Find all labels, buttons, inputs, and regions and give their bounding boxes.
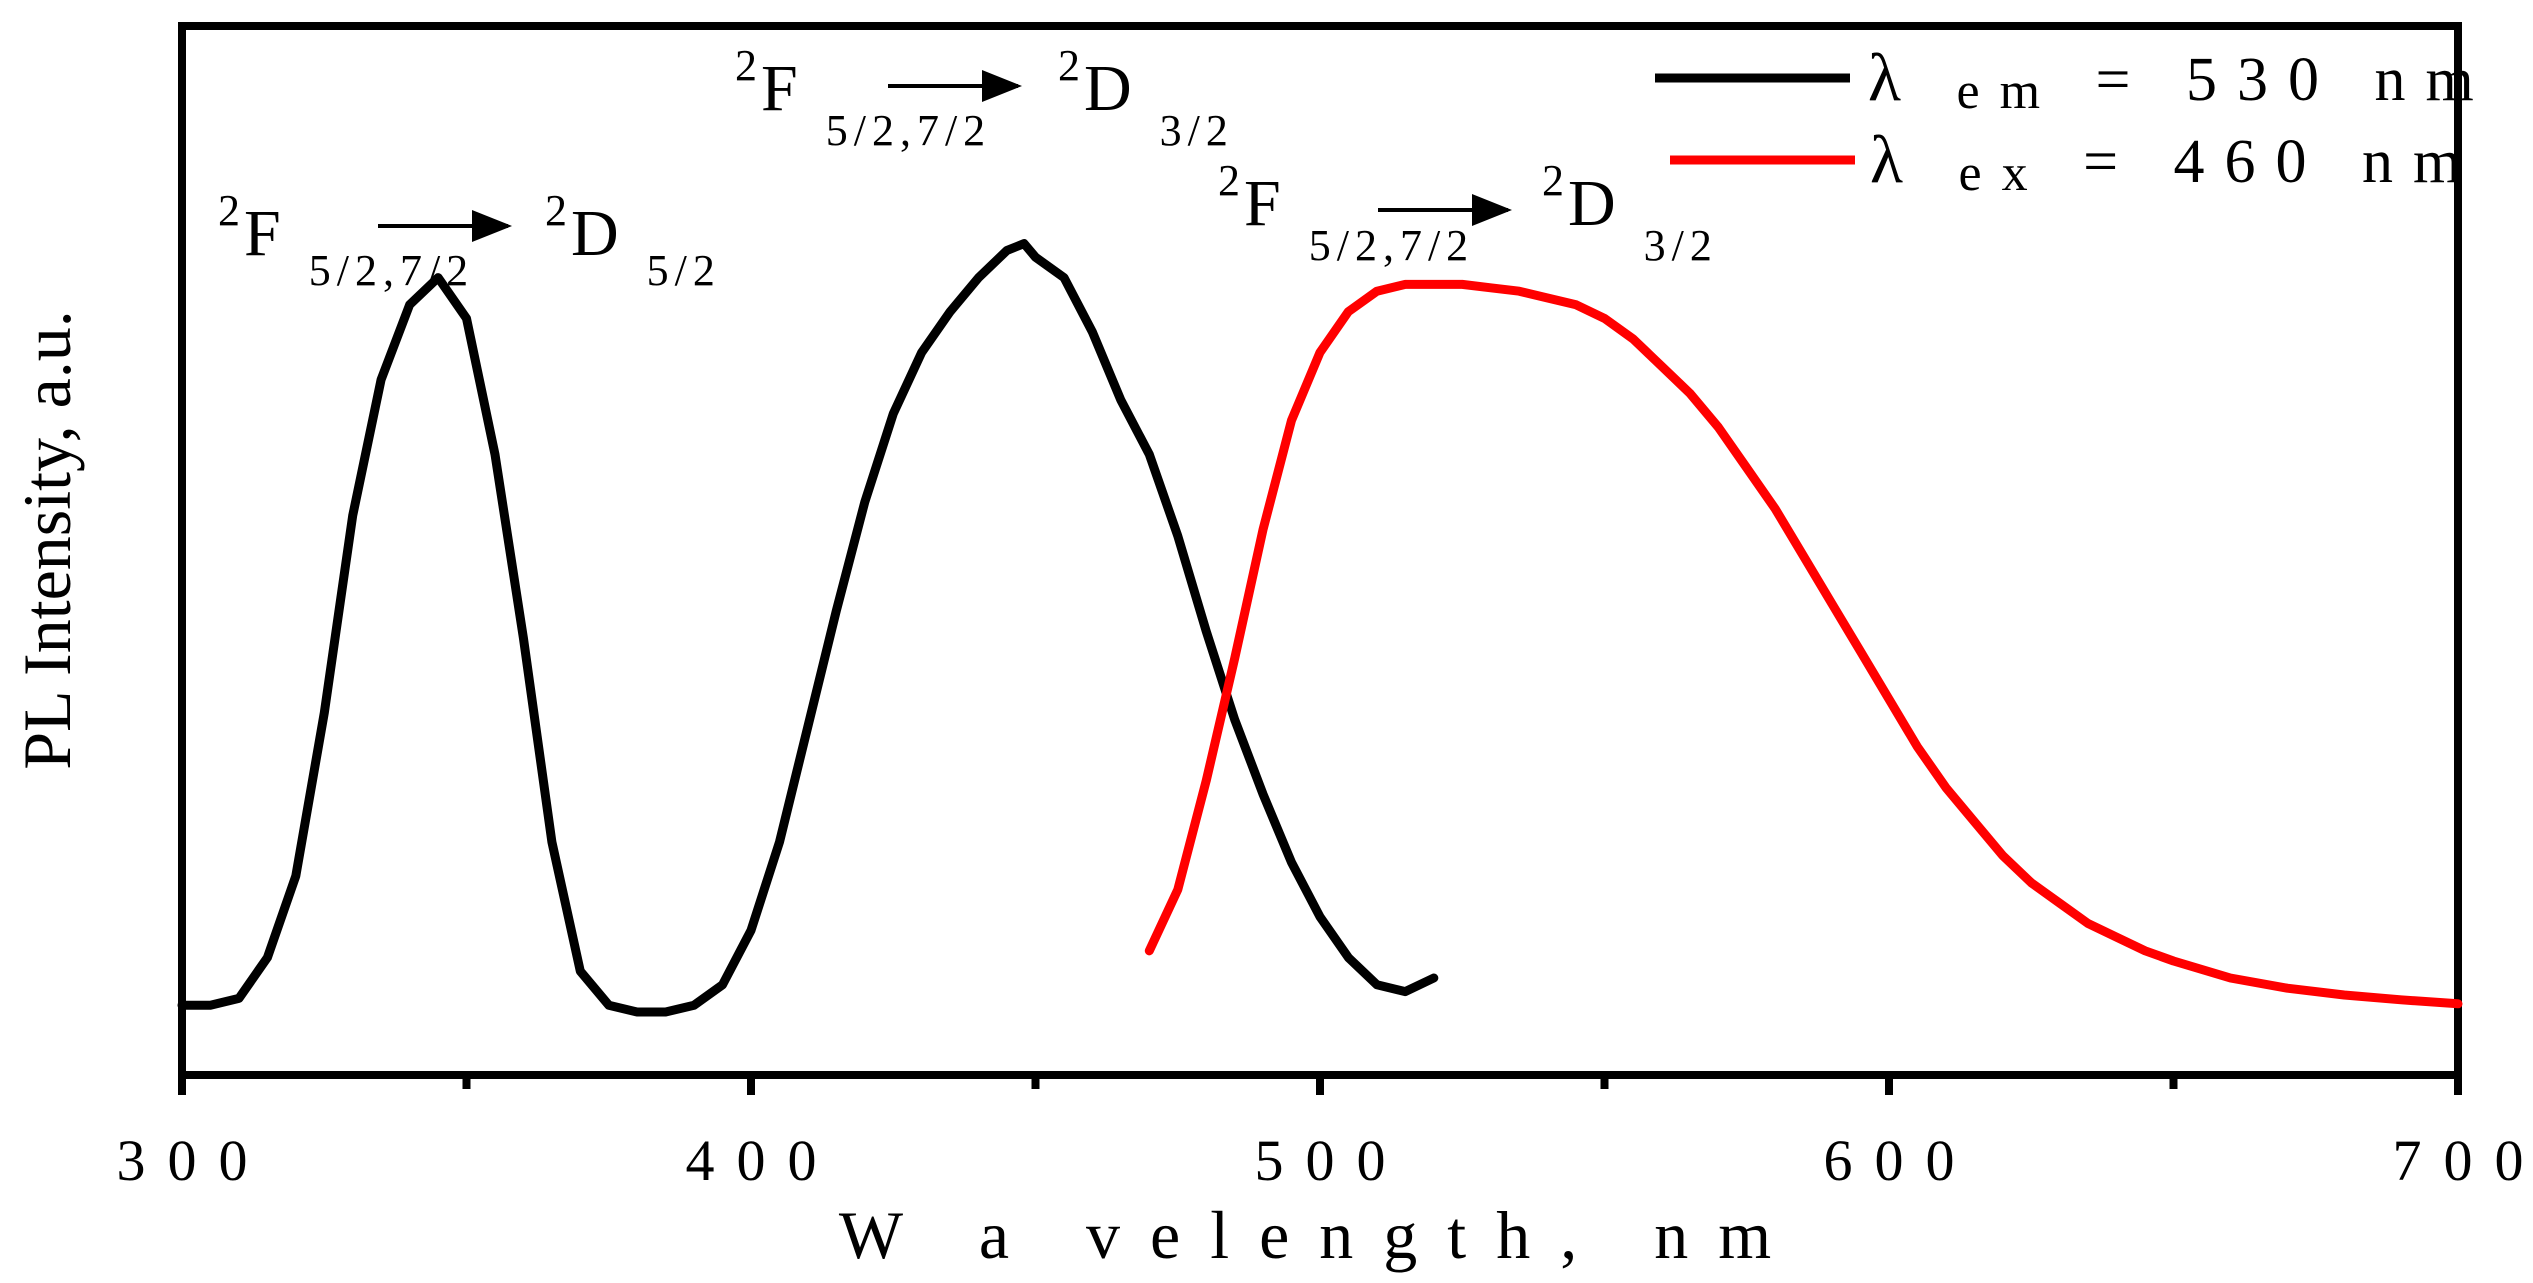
annotation-3-sup-1: 2 — [1218, 156, 1240, 205]
annotation-transition-3: 2 F 5/2,7/2 2 D 3/2 — [1218, 156, 1718, 270]
svg-text:2 F 5/2,7/2: 2 F 5/2,7/2 — [735, 41, 991, 155]
x-tick-label-400: 400 — [686, 1128, 839, 1193]
annotation-1-main-2: D — [571, 197, 619, 270]
annotation-2-main-1: F — [761, 52, 798, 125]
svg-text:2 D 3/2: 2 D 3/2 — [1058, 41, 1234, 155]
annotation-2-sub-2: 3/2 — [1160, 106, 1234, 155]
svg-text:λ ex = 460 nm: λ ex = 460 nm — [1870, 121, 2481, 204]
legend-label-ex: = 460 nm — [2083, 128, 2481, 196]
x-axis-ticks — [178, 1075, 2462, 1095]
x-axis-title: W a velength, nm — [839, 1197, 1801, 1273]
annotation-3-main-2: D — [1568, 167, 1616, 240]
legend-label-em: = 530 nm — [2096, 46, 2494, 114]
svg-text:2 F 5/2,7/2: 2 F 5/2,7/2 — [1218, 156, 1474, 270]
legend-sub-ex: ex — [1958, 145, 2047, 202]
annotation-2-sub-1: 5/2,7/2 — [826, 106, 991, 155]
annotation-2-sup-1: 2 — [735, 41, 757, 90]
series-group — [177, 239, 2463, 1017]
x-tick-label-500: 500 — [1255, 1128, 1408, 1193]
annotation-1-sub-2: 5/2 — [647, 246, 721, 295]
series-excitation-line — [1144, 279, 2463, 1009]
x-tick-label-600: 600 — [1824, 1128, 1977, 1193]
svg-text:2 F 5/2,7/2: 2 F 5/2,7/2 — [218, 186, 474, 295]
svg-text:2 D 3/2: 2 D 3/2 — [1542, 156, 1718, 270]
legend: λ em = 530 nm λ ex = 460 nm — [1655, 39, 2494, 204]
annotation-transition-1: 2 F 5/2,7/2 2 D 5/2 — [218, 186, 721, 295]
x-tick-label-700: 700 — [2393, 1128, 2533, 1193]
annotation-1-main-1: F — [244, 197, 281, 270]
x-tick-label-300: 300 — [117, 1128, 270, 1193]
annotation-3-sub-1: 5/2,7/2 — [1309, 221, 1474, 270]
annotation-3-main-1: F — [1244, 167, 1281, 240]
annotation-1-sup-2: 2 — [545, 186, 567, 235]
svg-text:λ em = 530 nm: λ em = 530 nm — [1868, 39, 2494, 122]
legend-sub-em: em — [1956, 63, 2060, 120]
legend-symbol-em: λ — [1868, 39, 1921, 115]
svg-text:2 D 5/2: 2 D 5/2 — [545, 186, 721, 295]
annotation-1-sub-1: 5/2,7/2 — [309, 246, 474, 295]
annotation-2-main-2: D — [1084, 52, 1132, 125]
y-axis-title: PL Intensity, a.u. — [9, 310, 85, 770]
annotation-transition-2: 2 F 5/2,7/2 2 D 3/2 — [735, 41, 1234, 155]
annotation-3-sup-2: 2 — [1542, 156, 1564, 205]
x-axis-tick-labels: 300 400 500 600 700 — [117, 1128, 2533, 1193]
legend-symbol-ex: λ — [1870, 121, 1923, 197]
annotation-3-sub-2: 3/2 — [1644, 221, 1718, 270]
annotation-2-sup-2: 2 — [1058, 41, 1080, 90]
series-emission-line — [177, 239, 1439, 1017]
annotation-1-sup-1: 2 — [218, 186, 240, 235]
